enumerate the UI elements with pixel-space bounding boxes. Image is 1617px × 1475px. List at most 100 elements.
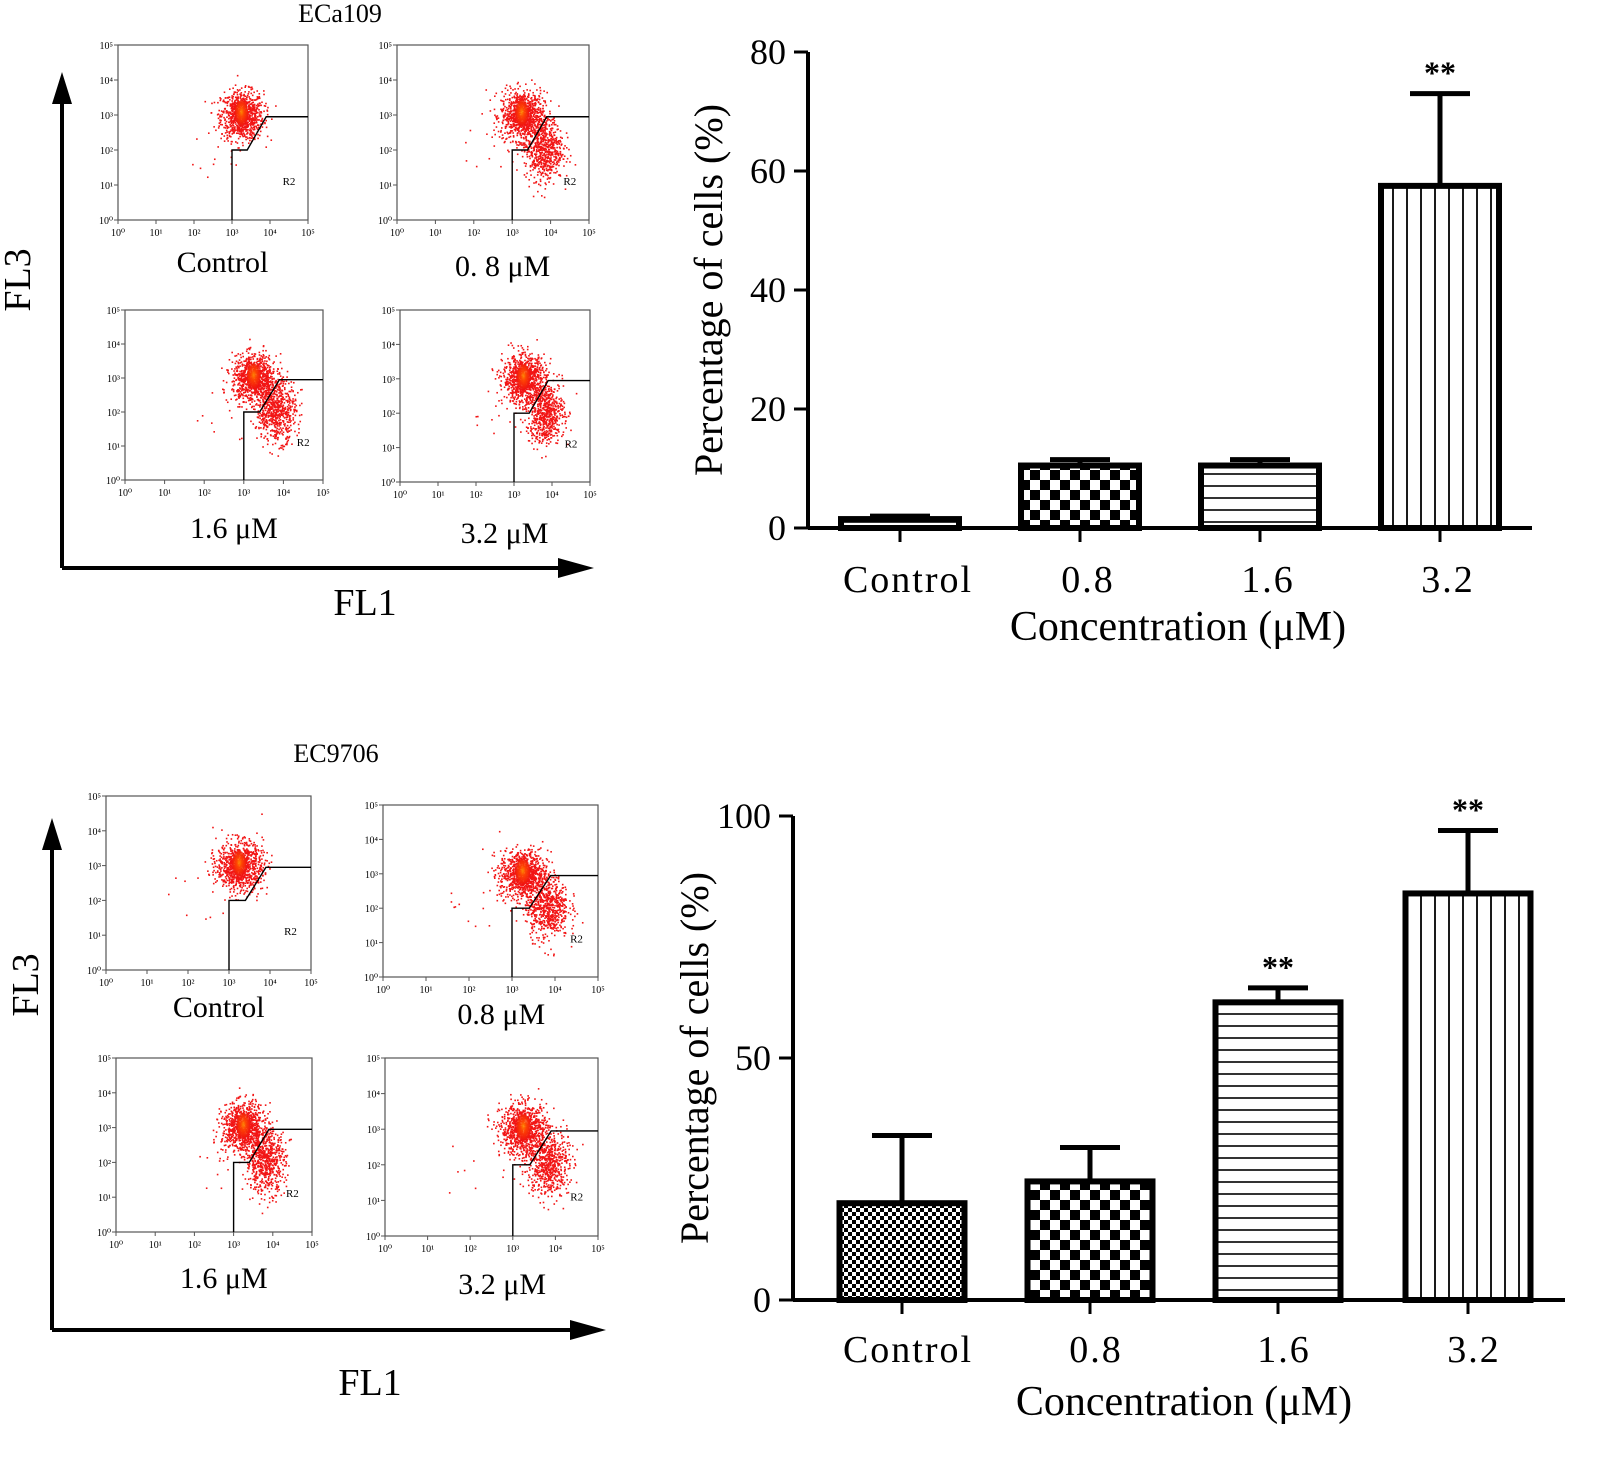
event-dot [262, 370, 264, 372]
event-dot [533, 127, 535, 129]
event-dot [465, 142, 467, 144]
event-dot [549, 169, 551, 171]
event-dot [287, 428, 289, 430]
event-dot [243, 364, 245, 366]
event-dot [242, 401, 244, 403]
event-dot [298, 428, 300, 430]
event-dot [526, 89, 528, 91]
event-dot [501, 403, 503, 405]
event-dot [233, 94, 235, 96]
event-dot [546, 133, 548, 135]
event-dot [550, 163, 552, 165]
event-dot [226, 110, 228, 112]
event-dot [501, 353, 503, 355]
event-dot [268, 388, 270, 390]
event-dot [513, 387, 515, 389]
event-dot [526, 127, 528, 129]
event-dot [252, 406, 254, 408]
event-dot [541, 369, 543, 371]
event-dot [251, 121, 253, 123]
event-dot [540, 365, 542, 367]
event-dot [258, 417, 260, 419]
event-dot [514, 124, 516, 126]
event-dot [259, 93, 261, 95]
event-dot [519, 360, 521, 362]
event-dot [534, 131, 536, 133]
event-dot [528, 117, 530, 119]
event-dot [529, 158, 531, 160]
event-dot [277, 437, 279, 439]
event-dot [299, 405, 301, 407]
event-dot [300, 389, 302, 391]
event-dot [251, 395, 253, 397]
event-dot [508, 106, 510, 108]
event-dot [530, 98, 532, 100]
event-dot [251, 86, 253, 88]
event-dot [230, 129, 232, 131]
event-dot [269, 367, 271, 369]
event-dot [531, 147, 533, 149]
event-dot [242, 376, 244, 378]
event-dot [211, 103, 213, 105]
event-dot [273, 378, 275, 380]
event-dot [566, 161, 568, 163]
event-dot [265, 436, 267, 438]
event-dot [512, 140, 514, 142]
event-dot [264, 398, 266, 400]
event-dot [237, 362, 239, 364]
event-dot [533, 164, 535, 166]
event-dot [257, 96, 259, 98]
event-dot [552, 143, 554, 145]
x-tick-label: 10² [470, 490, 483, 501]
event-dot [292, 403, 294, 405]
event-dot [263, 418, 265, 420]
event-dot [265, 410, 267, 412]
event-dot [246, 99, 248, 101]
event-dot [561, 144, 563, 146]
event-dot [249, 133, 251, 135]
event-dot [525, 163, 527, 165]
event-dot [197, 420, 199, 422]
event-dot [259, 394, 261, 396]
event-dot [252, 108, 254, 110]
event-dot [537, 112, 539, 114]
event-dot [523, 126, 525, 128]
event-dot [280, 411, 282, 413]
event-dot [244, 392, 246, 394]
event-dot [525, 83, 527, 85]
event-dot [496, 126, 498, 128]
event-dot [263, 365, 265, 367]
event-dot [531, 130, 533, 132]
event-dot [271, 376, 273, 378]
event-dot [555, 138, 557, 140]
event-dot [279, 405, 281, 407]
event-dot [551, 139, 553, 141]
y-tick-label: 10⁴ [382, 340, 396, 351]
event-dot [237, 353, 239, 355]
y-tick-label: 10¹ [100, 181, 113, 192]
event-dot [550, 147, 552, 149]
event-dot [528, 365, 530, 367]
event-dot [519, 99, 521, 101]
event-dot [542, 141, 544, 143]
event-dot [504, 371, 506, 373]
event-dot [544, 197, 546, 199]
event-dot [512, 89, 514, 91]
event-dot [247, 126, 249, 128]
event-dot [535, 155, 537, 157]
event-dot [238, 138, 240, 140]
event-dot [248, 105, 250, 107]
event-dot [266, 392, 268, 394]
event-dot [516, 147, 518, 149]
event-dot [534, 177, 536, 179]
event-dot [239, 359, 241, 361]
event-dot [276, 422, 278, 424]
event-dot [544, 115, 546, 117]
event-dot [267, 433, 269, 435]
event-dot [285, 396, 287, 398]
event-dot [232, 120, 234, 122]
event-dot [264, 123, 266, 125]
event-dot [232, 361, 234, 363]
event-dot [276, 397, 278, 399]
event-dot [273, 409, 275, 411]
